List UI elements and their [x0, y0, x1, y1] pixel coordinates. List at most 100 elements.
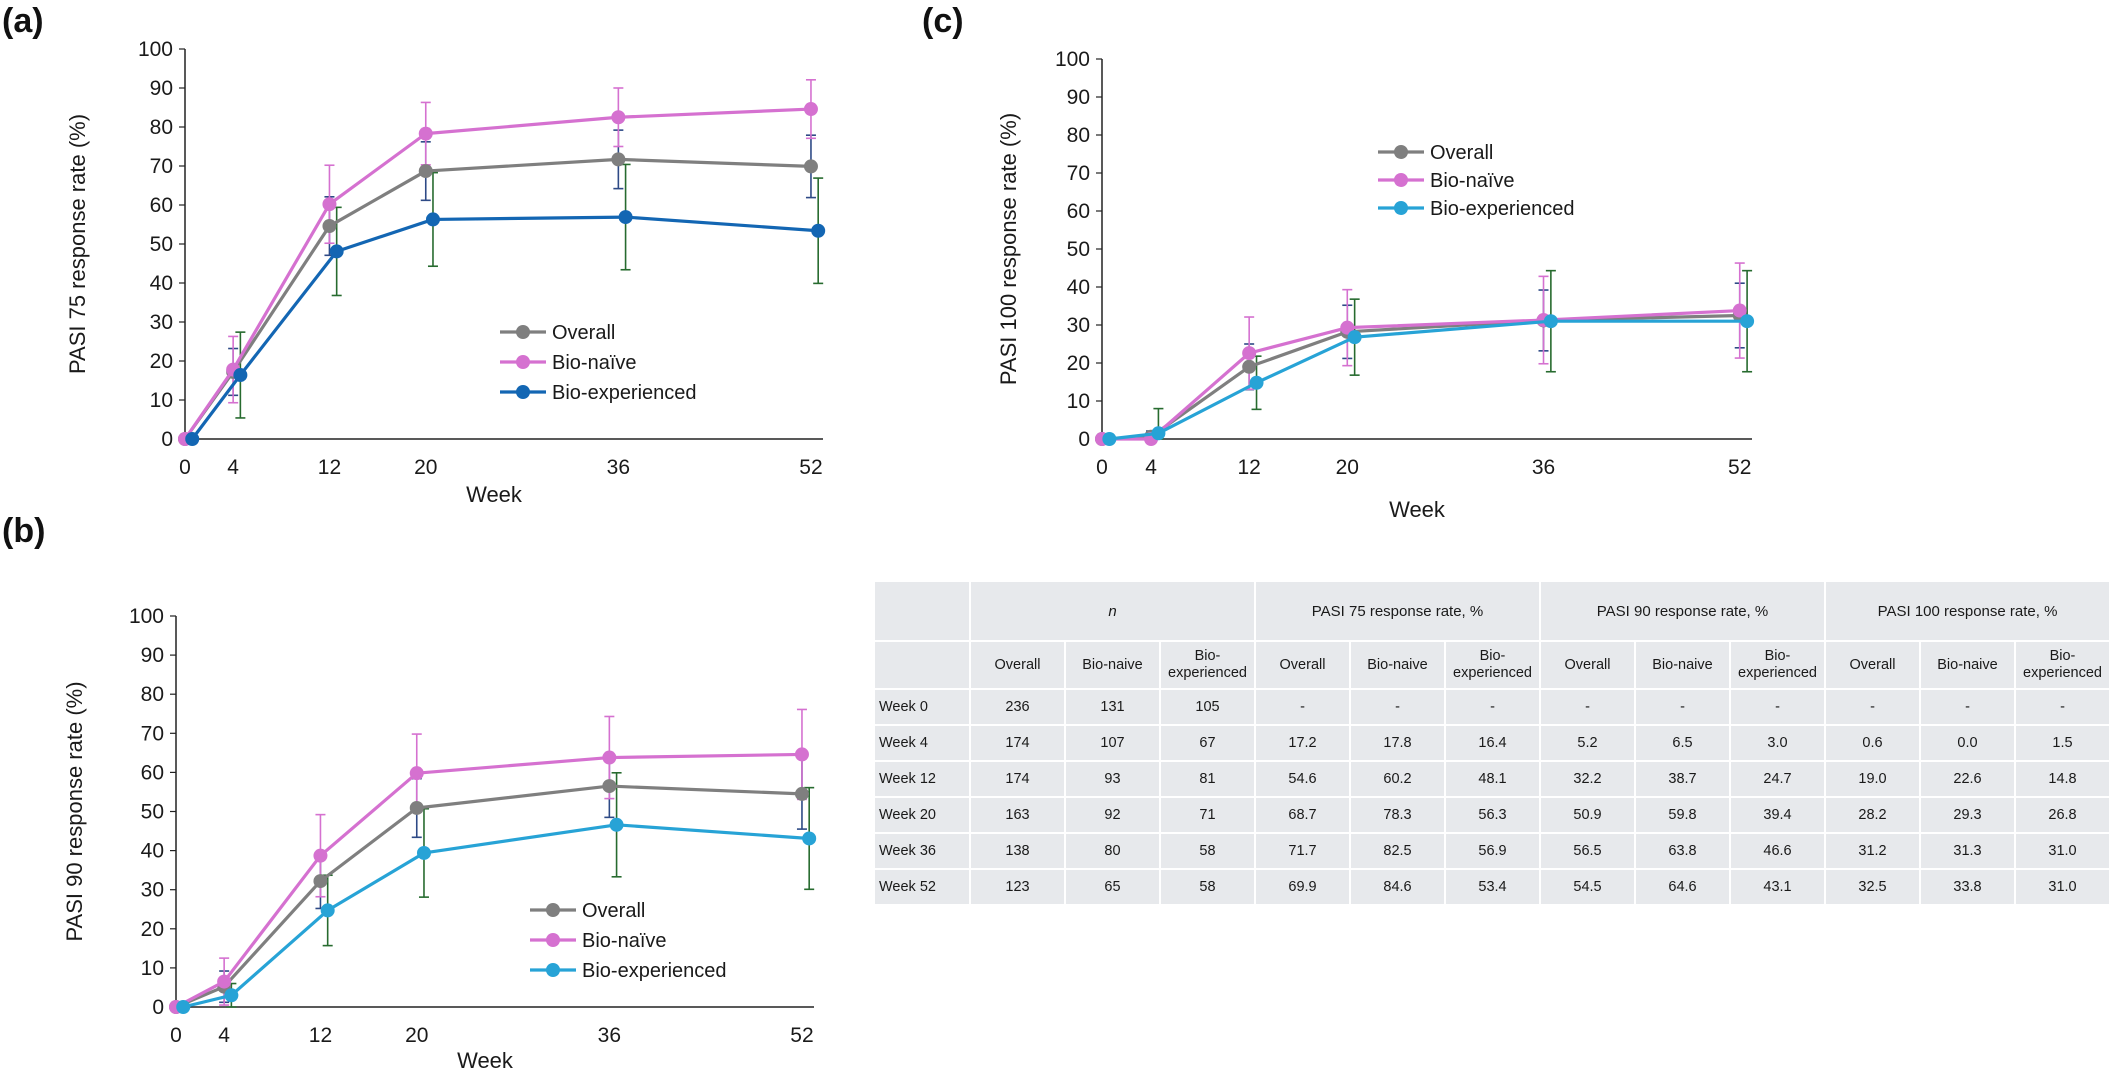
data-point	[1249, 375, 1264, 390]
table-cell: 163	[971, 798, 1064, 832]
legend-swatch-marker	[546, 903, 560, 917]
table-cell: -	[1826, 690, 1919, 724]
table-cell: 123	[971, 870, 1064, 904]
data-point	[322, 219, 337, 234]
table-cell: 43.1	[1731, 870, 1824, 904]
table-group-header: PASI 100 response rate, %	[1826, 582, 2109, 640]
y-tick-label: 80	[150, 116, 173, 139]
x-tick-label: 0	[179, 456, 191, 479]
table-cell: 105	[1161, 690, 1254, 724]
table-cell: 53.4	[1446, 870, 1539, 904]
table-cell: 56.9	[1446, 834, 1539, 868]
series-line-overall	[183, 157, 812, 440]
data-point	[1242, 346, 1257, 361]
table-row: Week 12 174 93 81 54.6 60.2 48.1 32.2 38.7 24.7 19…	[875, 762, 2109, 796]
x-axis-label: Week	[1389, 497, 1446, 522]
table-cell: -	[2016, 690, 2109, 724]
data-point	[425, 212, 440, 227]
x-tick-label: 36	[1532, 456, 1555, 479]
table-cell: 107	[1066, 726, 1159, 760]
x-tick-label: 0	[1096, 456, 1108, 479]
table-cell: 236	[971, 690, 1064, 724]
table-cell: 1.5	[2016, 726, 2109, 760]
table-cell: 67	[1161, 726, 1254, 760]
table-cell: 56.5	[1541, 834, 1634, 868]
data-point	[1151, 426, 1166, 441]
y-tick-label: 20	[141, 918, 164, 941]
x-tick-label: 12	[1237, 456, 1260, 479]
table-cell: 31.0	[2016, 834, 2109, 868]
y-tick-label: 70	[1067, 162, 1090, 185]
table-cell: 92	[1066, 798, 1159, 832]
y-tick-label: 80	[141, 683, 164, 706]
table-cell: -	[1921, 690, 2014, 724]
series-line-overall	[1101, 313, 1740, 441]
table-cell: 63.8	[1636, 834, 1729, 868]
x-tick-label: 4	[218, 1024, 230, 1047]
x-axis-label: Week	[457, 1048, 514, 1073]
legend-label: Bio-naïve	[582, 930, 667, 952]
data-point	[185, 432, 200, 446]
series-line-bio-na-ve	[1102, 308, 1740, 441]
y-tick-label: 30	[150, 311, 173, 334]
table-cell: 31.0	[2016, 870, 2109, 904]
data-point	[794, 747, 809, 762]
table-row: Week 36 138 80 58 71.7 82.5 56.9 56.5 63.8 46.6 31…	[875, 834, 2109, 868]
table-cell: 29.3	[1921, 798, 2014, 832]
x-tick-label: 52	[1728, 456, 1751, 479]
table-cell: 31.2	[1826, 834, 1919, 868]
x-tick-label: 0	[170, 1024, 182, 1047]
legend-label: Bio-experienced	[552, 382, 697, 404]
table-row-label: Week 20	[875, 798, 969, 832]
x-tick-label: 4	[227, 456, 239, 479]
table-sub-header: Overall	[1256, 642, 1349, 688]
y-tick-label: 90	[1067, 86, 1090, 109]
series-line-bio-na-ve	[183, 107, 812, 440]
panel-label-a: (a)	[2, 2, 44, 40]
table-cell: 28.2	[1826, 798, 1919, 832]
table-row-label: Week 52	[875, 870, 969, 904]
table-row-label: Week 36	[875, 834, 969, 868]
legend-swatch-marker	[546, 933, 560, 947]
x-tick-label: 20	[414, 456, 437, 479]
table-cell: 69.9	[1256, 870, 1349, 904]
data-point	[409, 766, 424, 781]
data-point	[803, 102, 818, 117]
table-sub-header: Bio-experienced	[1731, 642, 1824, 688]
response-rate-table-wrap: n PASI 75 response rate, % PASI 90 respo…	[873, 580, 2111, 906]
table-row-label: Week 0	[875, 690, 969, 724]
y-tick-label: 70	[150, 155, 173, 178]
table-cell: -	[1256, 690, 1349, 724]
x-tick-label: 12	[309, 1024, 332, 1047]
x-tick-label: 12	[318, 456, 341, 479]
data-point	[602, 779, 617, 794]
data-point	[611, 110, 626, 125]
legend-swatch-marker	[1394, 173, 1408, 187]
table-row: Week 4 174 107 67 17.2 17.8 16.4 5.2 6.5 3.0 0.6 0.…	[875, 726, 2109, 760]
table-cell: 31.3	[1921, 834, 2014, 868]
table-cell: 17.2	[1256, 726, 1349, 760]
table-cell: 46.6	[1731, 834, 1824, 868]
data-point	[313, 874, 328, 889]
table-cell: 0.0	[1921, 726, 2014, 760]
chart-pasi-75: 0 10 20 30 40 50 60 70 80 90 100 0 4 12 20 36 52 PASI 75 …	[65, 38, 826, 507]
table-cell: 5.2	[1541, 726, 1634, 760]
table-sub-header: Overall	[971, 642, 1064, 688]
data-point	[611, 152, 626, 167]
table-cell: 71	[1161, 798, 1254, 832]
y-tick-label: 40	[141, 840, 164, 863]
table-cell: 64.6	[1636, 870, 1729, 904]
table-cell: 58	[1161, 834, 1254, 868]
table-cell: 39.4	[1731, 798, 1824, 832]
data-point	[618, 210, 633, 225]
y-tick-label: 50	[141, 801, 164, 824]
data-point	[802, 831, 817, 846]
table-cell: -	[1541, 690, 1634, 724]
table-cell: 24.7	[1731, 762, 1824, 796]
series-line-bio-experienced	[182, 823, 810, 1009]
panel-label-c: (c)	[922, 2, 964, 40]
table-cell: -	[1731, 690, 1824, 724]
data-point	[1732, 303, 1747, 318]
table-cell: 32.2	[1541, 762, 1634, 796]
data-point	[329, 244, 344, 259]
